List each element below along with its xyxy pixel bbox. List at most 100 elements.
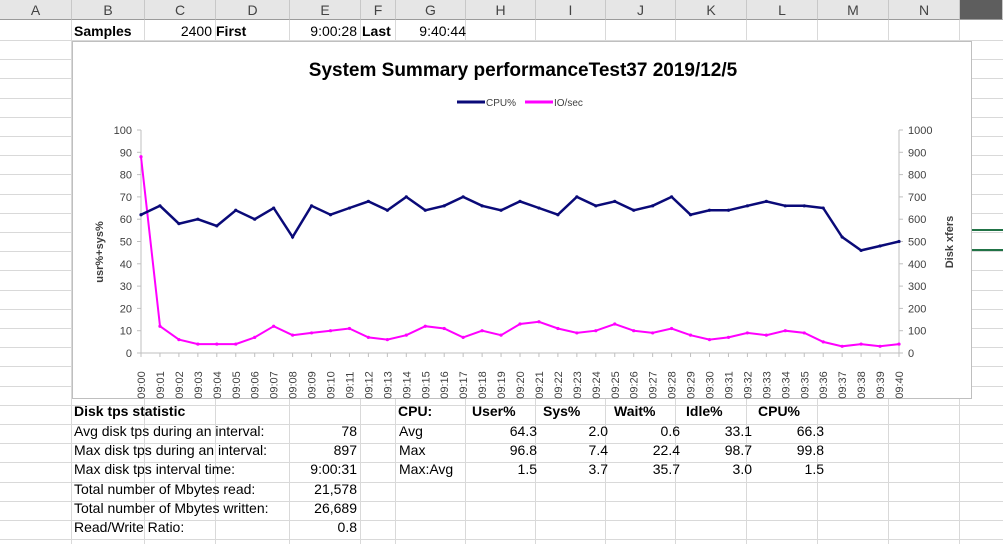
y2-tick-label: 0	[908, 348, 914, 360]
disk-stat-label[interactable]: Max disk tps during an interval:	[74, 442, 267, 459]
cpu-cell[interactable]: 3.0	[732, 461, 752, 478]
system-summary-chart[interactable]: System Summary performanceTest37 2019/12…	[72, 41, 972, 399]
chart-series	[139, 155, 901, 348]
first-label[interactable]: First	[216, 23, 247, 39]
cpu-cell[interactable]: 35.7	[652, 461, 680, 478]
column-header-f[interactable]: F	[361, 0, 396, 20]
column-header-k[interactable]: K	[676, 0, 747, 20]
x-tick-label: 09:12	[363, 371, 375, 399]
cpu-cell[interactable]: 66.3	[796, 423, 824, 439]
cpu-data-point	[613, 199, 617, 203]
cpu-data-point	[878, 244, 882, 248]
cpu-data-point	[840, 235, 844, 239]
cpu-cell[interactable]: 99.8	[796, 442, 824, 459]
y-tick-label: 70	[120, 192, 132, 204]
cpu-cell[interactable]: 3.7	[588, 461, 608, 478]
cpu-row-label[interactable]: Avg	[399, 423, 423, 439]
io-data-point	[139, 155, 143, 159]
cpu-cell[interactable]: 0.6	[660, 423, 680, 439]
x-tick-label: 09:03	[193, 371, 205, 399]
last-value[interactable]: 9:40:44	[419, 23, 466, 39]
column-header-c[interactable]: C	[145, 0, 216, 20]
column-header-b[interactable]: B	[72, 0, 145, 20]
row-gridline	[0, 482, 1003, 483]
samples-value[interactable]: 2400	[180, 23, 212, 39]
cpu-data-point	[196, 217, 200, 221]
cpu-table-heading[interactable]: CPU:	[398, 403, 433, 419]
cpu-cell[interactable]: 98.7	[724, 442, 752, 459]
disk-stat-label[interactable]: Max disk tps interval time:	[74, 461, 236, 478]
y-axis-title: usr%+sys%	[94, 221, 106, 283]
cpu-cell[interactable]: 7.4	[588, 442, 608, 459]
disk-stat-label[interactable]: Avg disk tps during an interval:	[74, 423, 265, 439]
x-tick-label: 09:23	[572, 371, 584, 399]
last-label[interactable]: Last	[362, 23, 391, 39]
io-data-point	[878, 344, 882, 348]
io-data-point	[461, 335, 465, 339]
column-header-m[interactable]: M	[818, 0, 889, 20]
cpu-data-point	[537, 206, 541, 210]
chart-title: System Summary performanceTest37 2019/12…	[309, 60, 738, 81]
column-header-filler	[960, 0, 1003, 20]
cpu-data-point	[253, 217, 257, 221]
selection-mark	[972, 249, 1003, 251]
column-header-n[interactable]: N	[889, 0, 960, 20]
x-tick-label: 09:06	[250, 371, 262, 399]
chart-axes: 0102030405060708090100010020030040050060…	[114, 125, 933, 399]
disk-stat-value[interactable]: 78	[341, 423, 357, 439]
cpu-column-header[interactable]: CPU%	[758, 403, 801, 419]
disk-stat-value[interactable]: 26,689	[314, 499, 357, 516]
y-tick-label: 0	[126, 348, 132, 360]
cpu-cell[interactable]: 1.5	[517, 461, 537, 478]
io-data-point	[764, 333, 768, 337]
cpu-column-header[interactable]: Sys%	[543, 403, 581, 419]
x-tick-label: 09:25	[610, 371, 622, 399]
cpu-data-point	[745, 204, 750, 208]
cpu-cell[interactable]: 22.4	[652, 442, 680, 459]
io-data-point	[196, 342, 200, 346]
row-gridline	[0, 539, 1003, 540]
io-data-point	[253, 335, 257, 339]
disk-stat-value[interactable]: 9:00:31	[310, 461, 357, 478]
first-value[interactable]: 9:00:28	[310, 23, 357, 39]
cpu-column-header[interactable]: User%	[472, 403, 516, 419]
disk-stat-value[interactable]: 0.8	[337, 519, 357, 535]
io-data-point	[632, 329, 636, 333]
column-header-a[interactable]: A	[0, 0, 72, 20]
column-header-e[interactable]: E	[290, 0, 361, 20]
x-tick-label: 09:37	[837, 371, 849, 399]
column-header-i[interactable]: I	[536, 0, 606, 20]
cpu-cell[interactable]: 96.8	[509, 442, 537, 459]
x-tick-label: 09:13	[382, 371, 394, 399]
disk-stat-label[interactable]: Total number of Mbytes written:	[74, 499, 269, 516]
cpu-cell[interactable]: 33.1	[724, 423, 752, 439]
column-header-d[interactable]: D	[216, 0, 290, 20]
row-gridline	[0, 443, 1003, 444]
chart-legend: CPU% IO/sec	[457, 98, 583, 109]
io-data-point	[594, 329, 598, 333]
cpu-cell[interactable]: 2.0	[588, 423, 608, 439]
cpu-cell[interactable]: 1.5	[804, 461, 824, 478]
cpu-data-point	[859, 248, 863, 253]
disk-stat-value[interactable]: 897	[333, 442, 357, 459]
cpu-column-header[interactable]: Idle%	[686, 403, 723, 419]
cpu-row-label[interactable]: Max:Avg	[399, 461, 454, 478]
disk-stat-label[interactable]: Read/Write Ratio:	[74, 519, 185, 535]
io-data-point	[328, 329, 333, 333]
column-header-j[interactable]: J	[606, 0, 676, 20]
x-tick-label: 09:04	[212, 371, 224, 399]
io-data-point	[840, 344, 844, 348]
y-tick-label: 100	[114, 125, 132, 137]
samples-label[interactable]: Samples	[74, 23, 132, 39]
disk-stats-heading[interactable]: Disk tps statistic	[74, 403, 186, 419]
column-header-g[interactable]: G	[396, 0, 466, 20]
disk-stat-label[interactable]: Total number of Mbytes read:	[74, 480, 256, 497]
cpu-data-point	[821, 206, 825, 210]
disk-stat-value[interactable]: 21,578	[314, 480, 357, 497]
column-header-l[interactable]: L	[747, 0, 818, 20]
cpu-row-label[interactable]: Max	[399, 442, 426, 459]
io-data-point	[518, 322, 522, 326]
cpu-cell[interactable]: 64.3	[509, 423, 537, 439]
column-header-h[interactable]: H	[466, 0, 536, 20]
cpu-column-header[interactable]: Wait%	[614, 403, 656, 419]
